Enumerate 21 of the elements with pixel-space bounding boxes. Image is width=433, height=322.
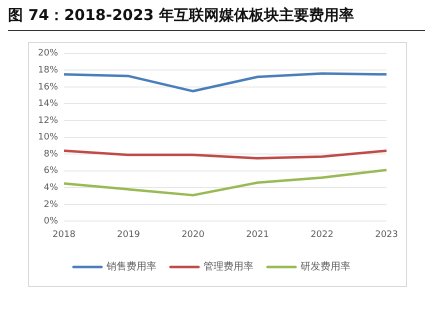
legend-label: 销售费用率 xyxy=(106,260,156,273)
y-tick-label: 6% xyxy=(44,166,58,176)
x-tick-label: 2022 xyxy=(310,230,334,240)
legend-label: 研发费用率 xyxy=(300,260,350,273)
y-tick-label: 8% xyxy=(44,149,58,160)
y-tick-label: 20% xyxy=(38,48,58,59)
y-tick-label: 12% xyxy=(38,116,58,126)
x-tick-label: 2023 xyxy=(375,230,398,240)
y-tick-label: 0% xyxy=(44,216,58,227)
y-tick-label: 10% xyxy=(38,132,58,143)
chart-title: 图 74：2018-2023 年互联网媒体板块主要费用率 xyxy=(8,6,425,31)
x-tick-label: 2020 xyxy=(182,230,205,240)
y-tick-label: 18% xyxy=(38,66,58,76)
y-tick-label: 4% xyxy=(44,182,58,193)
legend-label: 管理费用率 xyxy=(204,260,254,273)
x-tick-label: 2019 xyxy=(117,230,140,240)
y-tick-label: 16% xyxy=(38,82,58,92)
x-tick-label: 2018 xyxy=(52,230,76,240)
x-tick-label: 2021 xyxy=(246,230,269,240)
y-tick-label: 2% xyxy=(44,200,58,210)
y-tick-label: 14% xyxy=(38,99,58,110)
